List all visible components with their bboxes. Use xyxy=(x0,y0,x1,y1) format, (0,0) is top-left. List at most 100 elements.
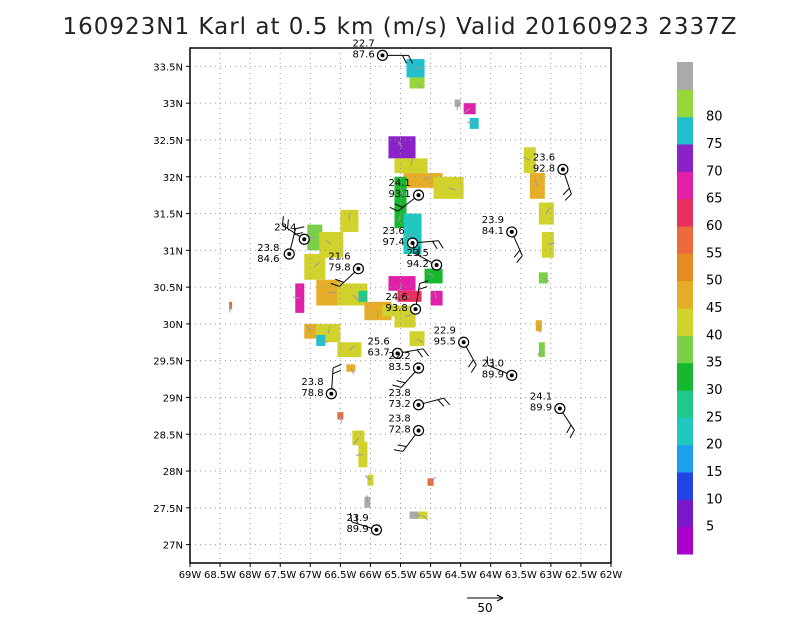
observation-station: 23.594.2 xyxy=(407,243,443,271)
wind-barb-feather xyxy=(349,512,353,522)
colorbar-label: 20 xyxy=(706,438,723,453)
wind-barb-feather xyxy=(330,282,340,287)
y-tick-label: 31N xyxy=(163,246,183,257)
wind-barb-feather xyxy=(562,187,570,196)
station-humidity: 92.8 xyxy=(533,163,555,174)
observation-station: 22.283.5 xyxy=(389,351,425,388)
observation-station: 25.663.7 xyxy=(367,336,429,359)
colorbar-label: 45 xyxy=(706,301,723,316)
scale-vector: 50 xyxy=(467,594,504,615)
chart-title: 160923N1 Karl at 0.5 km (m/s) Valid 2016… xyxy=(62,14,738,40)
colorbar-label: 80 xyxy=(706,110,723,125)
wind-barb-feather xyxy=(281,216,284,226)
station-humidity: 89.9 xyxy=(346,524,368,535)
x-tick-label: 62W xyxy=(600,570,623,581)
observation-station: 23.089.9 xyxy=(482,356,518,381)
x-tick-label: 66W xyxy=(359,570,382,581)
station-temperature: 23.9 xyxy=(482,215,504,226)
wind-barb-feather xyxy=(422,348,429,357)
station-humidity: 93.1 xyxy=(389,189,411,200)
wind-barb-feather xyxy=(513,249,521,258)
colorbar-swatch xyxy=(677,62,693,90)
y-tick-label: 29N xyxy=(163,393,183,404)
field-cell xyxy=(394,158,428,174)
station-dot xyxy=(461,340,466,345)
x-tick-label: 68.5W xyxy=(204,570,236,581)
wind-barb-feather xyxy=(437,399,445,407)
wind-vector xyxy=(523,156,531,161)
wind-vector xyxy=(448,187,456,191)
observation-station: 23.4 xyxy=(274,216,310,245)
wind-barb-feather xyxy=(443,397,451,406)
wind-vector xyxy=(537,349,543,356)
colorbar-swatch xyxy=(677,444,693,473)
wind-vector xyxy=(305,325,311,332)
wind-vector xyxy=(364,475,371,481)
wind-barb-feather xyxy=(335,278,344,283)
station-humidity: 79.8 xyxy=(328,263,350,274)
colorbar-swatch xyxy=(677,417,693,446)
wind-vector xyxy=(357,295,364,302)
wind-barb-feather xyxy=(569,429,575,439)
station-dot xyxy=(434,263,439,268)
colorbar-label: 65 xyxy=(706,192,723,207)
field-cell xyxy=(538,272,548,284)
observation-station: 23.873.2 xyxy=(389,388,451,411)
wind-vector xyxy=(397,141,403,148)
colorbar-swatch xyxy=(677,335,693,364)
wind-barb-feather xyxy=(492,358,494,368)
station-temperature: 22.7 xyxy=(352,38,374,49)
station-humidity: 87.6 xyxy=(352,49,374,60)
observation-station: 24.193.1 xyxy=(389,178,425,212)
wind-barb-feather xyxy=(392,384,402,388)
station-humidity: 63.7 xyxy=(367,347,389,358)
station-humidity: 89.9 xyxy=(530,403,552,414)
x-tick-label: 65W xyxy=(419,570,442,581)
field-cell xyxy=(337,412,344,420)
colorbar-swatch xyxy=(677,499,693,528)
station-humidity: 97.4 xyxy=(383,237,405,248)
colorbar-swatch xyxy=(677,390,693,418)
colorbar-swatch xyxy=(677,171,693,200)
wind-field xyxy=(229,59,554,519)
colorbar-swatch xyxy=(677,226,693,254)
station-dot xyxy=(416,402,421,407)
x-tick-label: 69W xyxy=(179,570,202,581)
wind-barb-feather xyxy=(564,193,572,201)
field-cell xyxy=(388,136,416,159)
colorbar-label: 70 xyxy=(706,164,723,179)
station-humidity: 94.2 xyxy=(407,259,429,270)
field-cell xyxy=(469,117,479,129)
wind-vector xyxy=(467,121,475,124)
station-dot xyxy=(395,351,400,356)
wind-vector xyxy=(399,283,403,291)
station-temperature: 22.2 xyxy=(389,351,411,362)
observation-station: 23.872.8 xyxy=(389,414,425,452)
wind-vector xyxy=(292,296,300,299)
scale-label: 50 xyxy=(477,601,492,615)
wind-vector xyxy=(314,261,321,268)
wind-vectors xyxy=(229,67,555,521)
observation-station: 23.984.1 xyxy=(482,215,523,263)
wind-barb-feather xyxy=(467,359,474,368)
wind-barb-feather xyxy=(402,55,407,64)
wind-barb-feather xyxy=(393,449,403,452)
wind-vector xyxy=(388,304,393,312)
observation-stations: 22.787.623.692.824.193.123.423.884.623.6… xyxy=(257,38,575,536)
station-dot xyxy=(380,53,385,58)
wind-vector xyxy=(545,207,551,214)
colorbar-label: 75 xyxy=(706,137,723,152)
station-dot xyxy=(560,167,565,172)
colorbar-label: 50 xyxy=(706,274,723,289)
wind-vector xyxy=(404,314,412,318)
wind-vector xyxy=(320,339,328,343)
x-tick-label: 65.5W xyxy=(384,570,416,581)
x-tick-label: 64W xyxy=(479,570,502,581)
wind-vector xyxy=(355,453,363,456)
station-humidity: 72.8 xyxy=(389,425,411,436)
wind-barb-feather xyxy=(295,226,305,230)
observation-station: 23.989.9 xyxy=(346,512,383,536)
colorbar-swatch xyxy=(677,308,693,336)
wind-barb-feather xyxy=(332,363,342,369)
wind-barb-feather xyxy=(396,380,406,384)
